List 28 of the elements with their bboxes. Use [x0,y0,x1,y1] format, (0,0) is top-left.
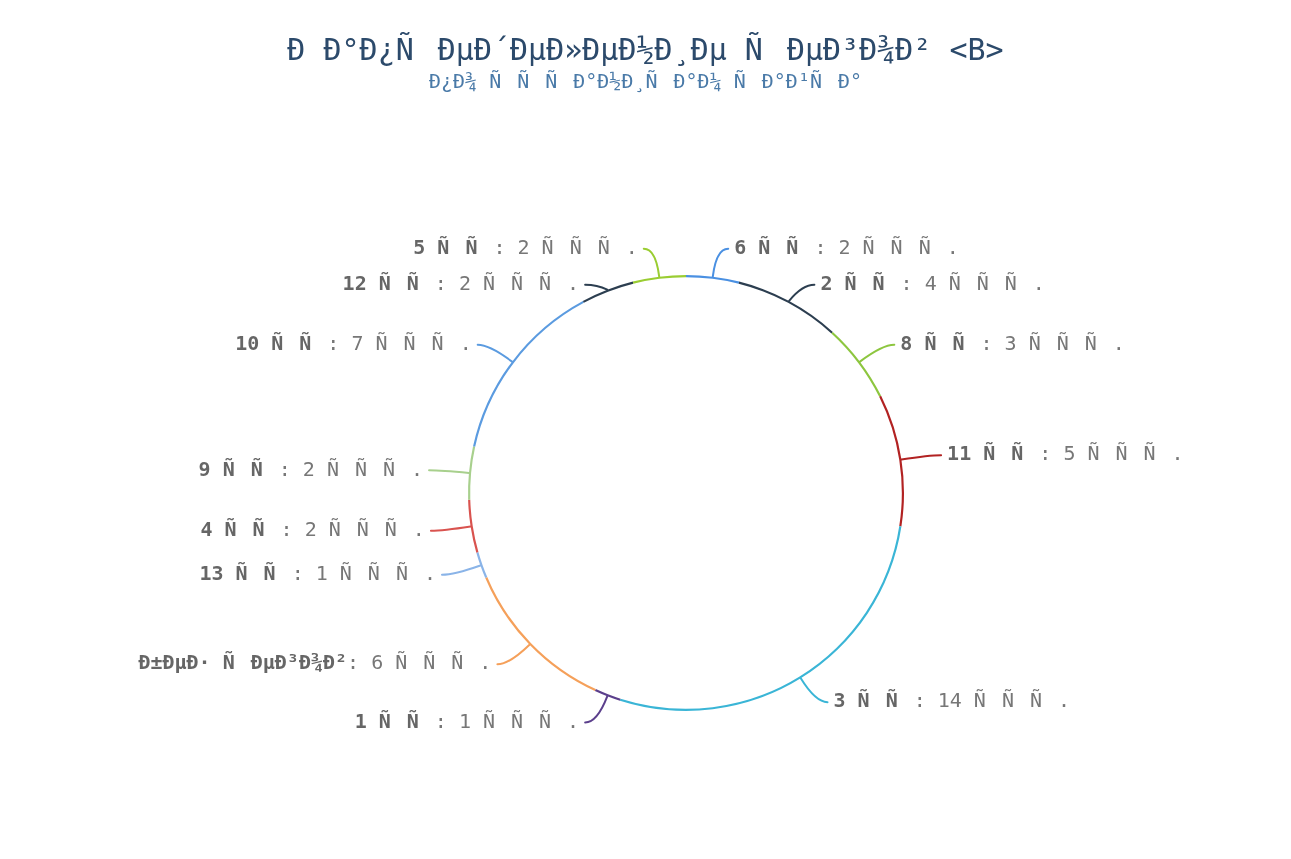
data-label: : 14 ÑÑÑ. [913,688,1071,713]
data-label: : 6 ÑÑÑ. [347,650,492,675]
slice-label: 6 ÑÑ [734,235,815,260]
data-label: : 3 ÑÑÑ. [980,330,1125,355]
data-label: : 2 ÑÑÑ. [493,235,638,260]
data-label: : 2 ÑÑÑ. [814,235,959,260]
slice-label: Ð±ÐµÐ· ÑÐµÐ³Ð¾Ð² [138,650,348,675]
slice-label: 8 ÑÑ [900,330,981,355]
slice-label: 9 ÑÑ [198,456,279,481]
slice-label: 3 ÑÑ [833,688,914,713]
data-label: : 2 ÑÑÑ. [278,456,424,481]
slice-label: 11 ÑÑ [947,441,1040,466]
data-label: : 2 ÑÑÑ. [280,516,425,541]
slice-label: 4 ÑÑ [200,516,281,541]
data-label: : 4 ÑÑÑ. [900,271,1045,296]
data-label: : 2 ÑÑÑ. [434,271,580,296]
data-label: : 1 ÑÑÑ. [434,708,580,733]
data-label: : 5 ÑÑÑ. [1039,441,1184,466]
data-label: : 1 ÑÑÑ. [291,560,436,585]
chart-title: Ð Ð°Ð¿ÑÐµÐ´ÐµÐ»ÐµÐ½Ð¸Ðµ ÑÐµÐ³Ð¾Ð² <B> [286,31,1005,69]
slice-label: 12 ÑÑ [342,271,435,296]
slice-label: 13 ÑÑ [199,560,292,585]
slice-label: 5 ÑÑ [413,235,494,260]
slice-label: 1 ÑÑ [354,708,435,733]
slice-label: 2 ÑÑ [820,271,901,296]
slice-label: 10 ÑÑ [235,330,328,355]
chart-subtitle: Ð¿Ð¾ ÑÑÑÐ°Ð½Ð¸ÑÐ°Ð¼ ÑÐ°Ð¹ÑÐ° [427,69,864,93]
data-label: : 7 ÑÑÑ. [327,330,472,355]
